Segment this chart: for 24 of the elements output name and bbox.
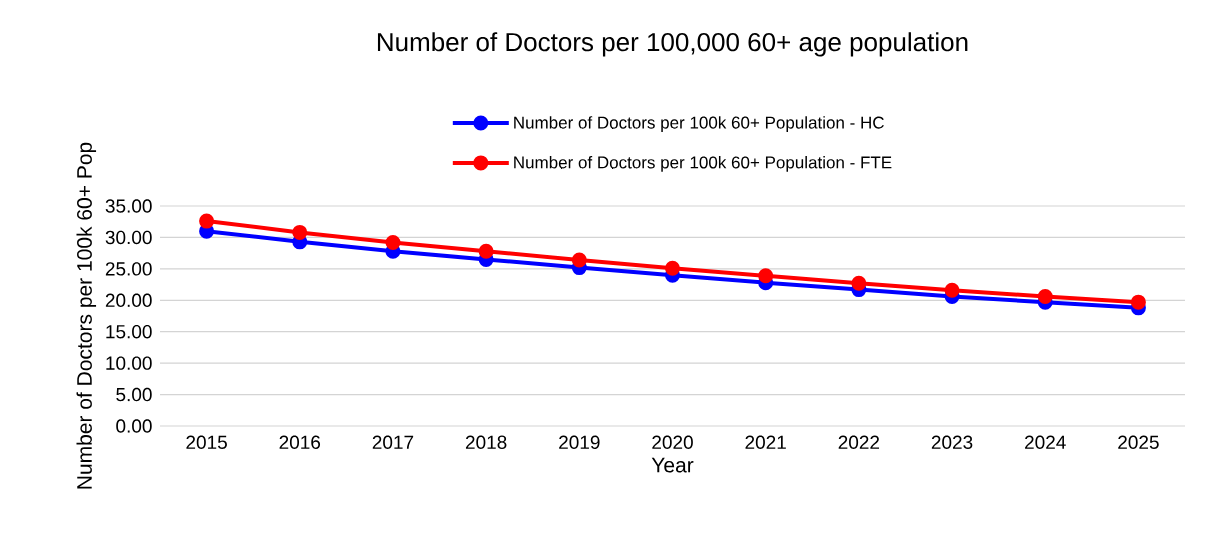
y-tick-label: 30.00	[105, 230, 152, 245]
chart-title: Number of Doctors per 100,000 60+ age population	[377, 32, 968, 57]
x-tick-label: 2025	[1118, 435, 1159, 449]
y-tick-label: 20.00	[105, 293, 152, 308]
x-tick-label: 2020	[652, 435, 693, 449]
y-tick-label: 5.00	[116, 387, 152, 402]
x-axis-title: Year	[651, 457, 694, 473]
legend-label: Number of Doctors per 100k 60+ Population - FTE	[514, 155, 892, 172]
x-tick-label: 2015	[186, 435, 227, 449]
x-tick-label: 2018	[465, 435, 507, 449]
x-tick-label: 2024	[1025, 435, 1066, 449]
y-tick-label: 10.00	[106, 356, 152, 370]
y-tick-label: 0.00	[116, 419, 152, 433]
x-tick-label: 2021	[745, 435, 786, 449]
y-tick-label: 35.00	[105, 199, 152, 213]
legend-label: Number of Doctors per 100k 60+ Population - HC	[514, 116, 884, 133]
x-tick-label: 2022	[838, 435, 880, 449]
x-tick-label: 2023	[931, 435, 973, 449]
x-tick-label: 2016	[279, 435, 321, 449]
y-tick-label: 15.00	[106, 324, 152, 339]
y-tick-label: 25.00	[105, 262, 152, 276]
x-tick-label: 2019	[559, 435, 600, 449]
y-axis-title: Number of Doctors per 100k 60+ Pop	[76, 142, 97, 489]
x-tick-label: 2017	[372, 435, 414, 449]
